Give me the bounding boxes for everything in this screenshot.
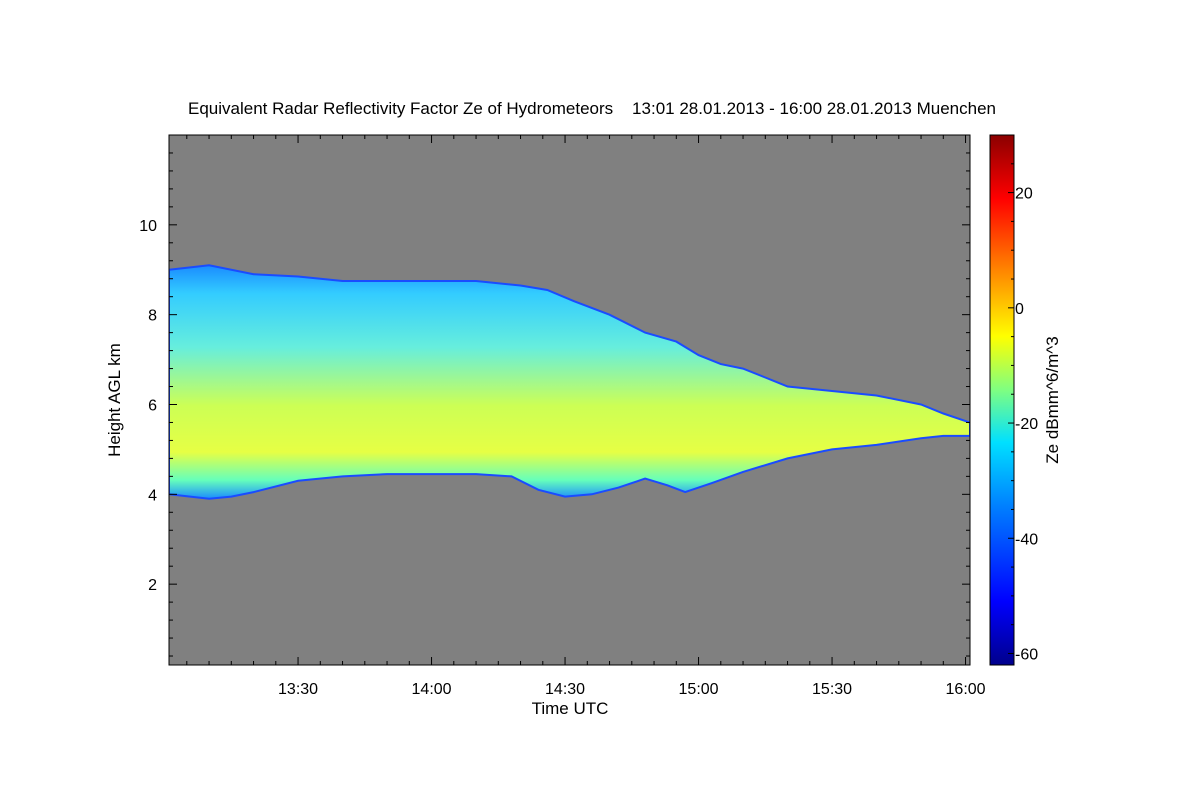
echo-region: [169, 264, 970, 500]
colorbar-tick-label: -60: [1015, 646, 1038, 663]
echo-layer: [169, 264, 970, 500]
colorbar-label: Ze dBmm^6/m^3: [1043, 336, 1062, 463]
y-tick-label: 6: [148, 397, 157, 414]
colorbar-ticks: 20 0 -20 -40 -60: [1008, 134, 1038, 663]
x-tick-label: 13:30: [278, 681, 318, 698]
colorbar: [989, 134, 1015, 666]
colorbar-tick-label: -40: [1015, 531, 1038, 548]
x-tick-label: 15:00: [679, 681, 719, 698]
chart-title: Equivalent Radar Reflectivity Factor Ze …: [188, 99, 996, 118]
x-tick-label: 14:30: [545, 681, 585, 698]
y-tick-label: 2: [148, 577, 157, 594]
x-tick-label: 14:00: [412, 681, 452, 698]
colorbar-tick-label: 20: [1015, 186, 1033, 203]
x-axis-label: Time UTC: [532, 699, 609, 718]
y-tick-label: 4: [148, 487, 157, 504]
x-axis: 13:30 14:00 14:30 15:00 15:30 16:00: [186, 135, 986, 698]
plot-frame: [168, 134, 971, 666]
colorbar-tick-label: -20: [1015, 416, 1038, 433]
x-tick-label: 16:00: [946, 681, 986, 698]
colorbar-tick-label: 0: [1015, 301, 1024, 318]
y-axis-label: Height AGL km: [105, 343, 124, 457]
x-tick-label: 15:30: [812, 681, 852, 698]
y-tick-label: 10: [139, 218, 157, 235]
y-axis: 2 4 6 8 10: [139, 152, 970, 657]
y-tick-label: 8: [148, 308, 157, 325]
